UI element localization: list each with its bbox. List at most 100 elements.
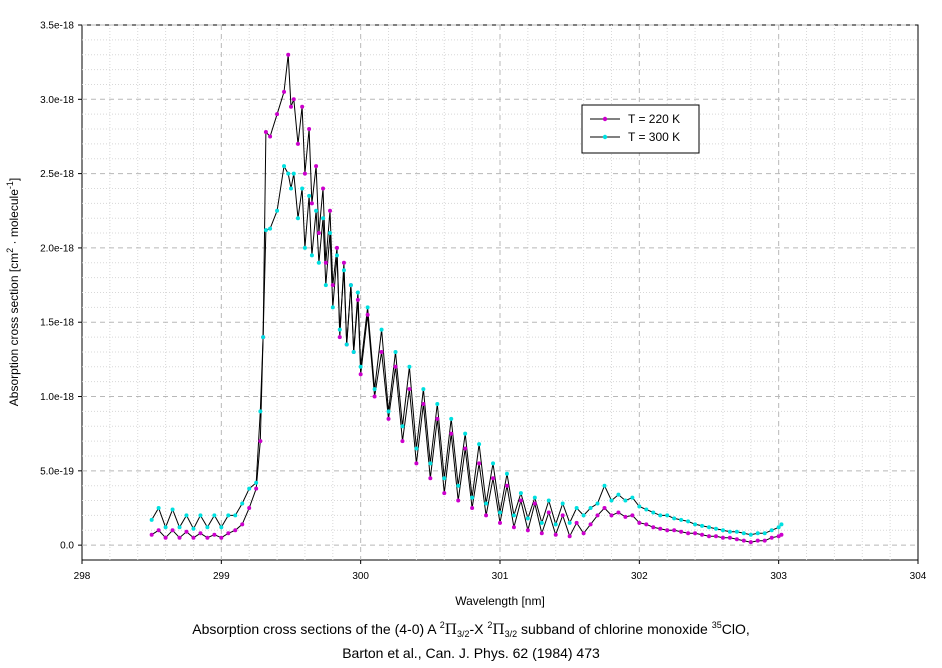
series-0-point: [177, 535, 182, 540]
series-1-point: [762, 531, 767, 536]
series-1-point: [163, 525, 168, 530]
x-axis-title: Wavelength [nm]: [455, 594, 545, 608]
series-0-point: [748, 540, 753, 545]
series-1-point: [560, 501, 565, 506]
caption-end: ClO,: [721, 621, 750, 637]
series-1-point: [574, 505, 579, 510]
series-1-point: [609, 498, 614, 503]
series-0-point: [163, 535, 168, 540]
x-tick-label: 304: [910, 571, 927, 582]
series-1-point: [720, 528, 725, 533]
series-1-point: [776, 525, 781, 530]
series-1-point: [291, 171, 296, 176]
caption-pre: Absorption cross sections of the (4-0) A: [192, 621, 440, 637]
legend-box: [581, 104, 700, 154]
series-0-point: [602, 505, 607, 510]
series-0-point: [686, 531, 691, 536]
series-0-point: [355, 297, 360, 302]
series-1-point: [177, 525, 182, 530]
series-0-point: [328, 208, 333, 213]
series-1-point: [651, 510, 656, 515]
y-tick-label: 3.5e-18: [40, 21, 74, 32]
series-0-point: [470, 505, 475, 510]
series-1-point: [240, 501, 245, 506]
series-0-point: [442, 491, 447, 496]
series-1-point: [156, 505, 161, 510]
series-0-point: [400, 439, 405, 444]
series-0-point: [644, 522, 649, 527]
series-0-point: [630, 513, 635, 518]
series-1-point: [348, 283, 353, 288]
series-0-point: [170, 528, 175, 533]
series-1-point: [191, 526, 196, 531]
series-1-point: [275, 208, 280, 213]
series-0-point: [658, 526, 663, 531]
series-0-point: [379, 349, 384, 354]
series-1-point: [713, 526, 718, 531]
series-0-point: [309, 201, 314, 206]
series-0-point: [191, 535, 196, 540]
series-0-point: [226, 531, 231, 536]
series-0-point: [588, 522, 593, 527]
series-1-point: [393, 349, 398, 354]
series-0-point: [289, 104, 293, 109]
series-0-point: [449, 431, 454, 436]
series-0-point: [665, 528, 670, 533]
series-0-point: [609, 513, 614, 518]
series-0-point: [567, 534, 572, 539]
series-0-point: [316, 231, 321, 236]
series-0-point: [258, 439, 263, 444]
series-0-point: [477, 461, 482, 466]
series-0-point: [574, 520, 579, 525]
caption-post: subband of chlorine monoxide: [517, 621, 712, 637]
series-1-point: [302, 245, 307, 250]
series-0-point: [651, 525, 656, 530]
series-1-point: [268, 226, 273, 231]
series-0-point: [504, 483, 509, 488]
series-0-point: [511, 525, 516, 530]
series-1-point: [219, 525, 224, 530]
caption-pi-a: Π: [444, 622, 457, 638]
series-markers: [149, 52, 784, 545]
series-0-point: [372, 394, 377, 399]
series-1-point: [358, 364, 363, 369]
series-0-point: [672, 528, 677, 533]
series-1-point: [233, 513, 238, 518]
series-0-point: [337, 335, 342, 340]
series-0-point: [679, 529, 684, 534]
series-1-point: [421, 387, 426, 392]
series-1-point: [741, 531, 746, 536]
series-0-point: [149, 532, 154, 537]
series-0-point: [307, 127, 312, 132]
series-0-point: [741, 538, 746, 543]
series-0-point: [755, 538, 760, 543]
series-0-point: [498, 520, 502, 525]
series-1-point: [755, 531, 760, 536]
series-0-point: [263, 130, 268, 134]
series-0-point: [428, 476, 433, 481]
series-0-point: [300, 104, 305, 109]
series-0-point: [720, 535, 725, 540]
series-1-point: [226, 513, 231, 518]
series-1-point: [337, 327, 342, 332]
y-axis-title-end: ]: [7, 178, 21, 181]
series-1-point: [407, 364, 412, 369]
series-1-point: [170, 507, 175, 512]
series-1-point: [300, 186, 305, 191]
series-1-point: [414, 446, 419, 451]
series-1-point: [379, 327, 384, 332]
series-1-point: [247, 486, 252, 491]
series-0-point: [581, 531, 586, 536]
series-1-point: [442, 476, 447, 481]
series-1-point: [463, 431, 468, 436]
series-0-point: [532, 501, 537, 506]
series-0-point: [435, 416, 440, 421]
series-1-point: [623, 498, 628, 503]
series-0-point: [553, 532, 558, 537]
y-tick-label: 2.0e-18: [40, 243, 74, 254]
caption-sup-a: 2: [439, 620, 445, 630]
series-1-point: [498, 510, 502, 515]
series-1-point: [567, 520, 572, 525]
series-0-point: [546, 510, 551, 515]
series-0-point: [727, 535, 732, 540]
